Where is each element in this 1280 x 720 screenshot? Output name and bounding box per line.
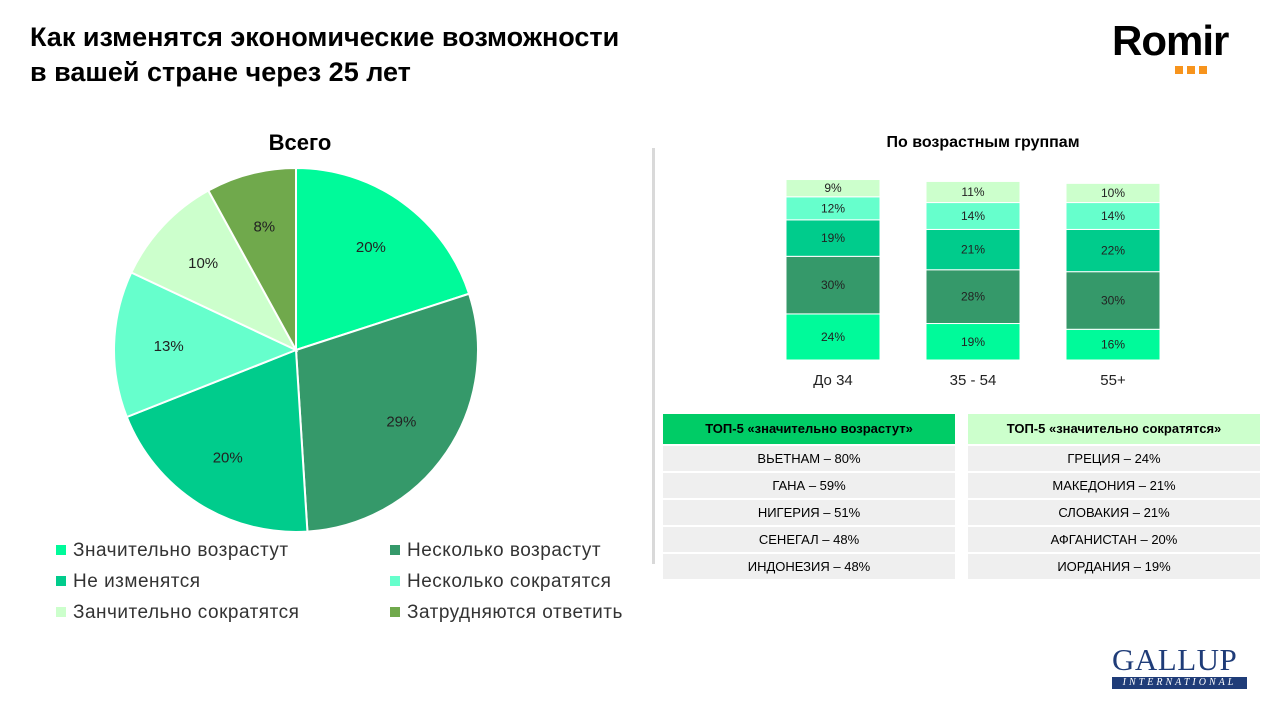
category-label: 55+ bbox=[1100, 372, 1126, 389]
legend-swatch bbox=[390, 545, 400, 555]
table-row: СЛОВАКИЯ – 21% bbox=[968, 500, 1260, 525]
romir-logo: Romir bbox=[1112, 18, 1252, 74]
page-title: Как изменятся экономические возможности … bbox=[30, 20, 730, 90]
pie-slice bbox=[294, 292, 479, 533]
top5-increase-table: ТОП-5 «значительно возрастут» ВЬЕТНАМ – … bbox=[663, 414, 955, 579]
pie-slice bbox=[295, 166, 471, 352]
pie-chart-title: Всего bbox=[268, 130, 332, 155]
bar-data-label: 28% bbox=[961, 290, 985, 304]
bar-data-label: 30% bbox=[821, 278, 845, 292]
top5-decrease-header: ТОП-5 «значительно сократятся» bbox=[968, 414, 1260, 444]
category-label: 35 - 54 bbox=[950, 372, 997, 389]
table-row: НИГЕРИЯ – 51% bbox=[663, 500, 955, 525]
bar-segment bbox=[785, 179, 881, 198]
bar-segment bbox=[785, 255, 881, 315]
bar-segment bbox=[785, 313, 881, 361]
bar-data-label: 9% bbox=[824, 181, 842, 195]
legend-item-some-decrease: Несколько сократятся bbox=[390, 571, 611, 593]
romir-logo-dots bbox=[1175, 61, 1211, 79]
legend-item-significant-decrease: Занчительно сократятся bbox=[56, 602, 299, 624]
category-label: До 34 bbox=[813, 372, 853, 389]
bar-segment bbox=[1065, 328, 1161, 361]
bar-segment bbox=[1065, 228, 1161, 273]
pie-data-label: 20% bbox=[213, 450, 243, 467]
bar-data-label: 10% bbox=[1101, 186, 1125, 200]
gallup-logo: GALLUP INTERNATIONAL bbox=[1112, 642, 1247, 689]
bar-segment bbox=[1065, 271, 1161, 330]
divider bbox=[652, 148, 655, 564]
table-row: АФГАНИСТАН – 20% bbox=[968, 527, 1260, 552]
table-row: ИОРДАНИЯ – 19% bbox=[968, 554, 1260, 579]
pie-data-label: 10% bbox=[188, 255, 218, 272]
table-row: ГАНА – 59% bbox=[663, 473, 955, 498]
table-row: СЕНЕГАЛ – 48% bbox=[663, 527, 955, 552]
bar-segment bbox=[925, 180, 1021, 204]
gallup-logo-subtitle: INTERNATIONAL bbox=[1112, 677, 1247, 689]
bar-segment bbox=[925, 323, 1021, 361]
top5-decrease-table: ТОП-5 «значительно сократятся» ГРЕЦИЯ – … bbox=[968, 414, 1260, 579]
romir-logo-text: Romir bbox=[1112, 17, 1229, 64]
legend-swatch bbox=[390, 576, 400, 586]
legend-item-significant-increase: Значительно возрастут bbox=[56, 540, 289, 562]
bar-segment bbox=[785, 219, 881, 257]
table-row: МАКЕДОНИЯ – 21% bbox=[968, 473, 1260, 498]
bar-data-label: 22% bbox=[1101, 244, 1125, 258]
table-row: ИНДОНЕЗИЯ – 48% bbox=[663, 554, 955, 579]
pie-data-label: 20% bbox=[356, 239, 386, 256]
bar-segment bbox=[925, 269, 1021, 325]
bar-data-label: 30% bbox=[1101, 293, 1125, 307]
legend-item-some-increase: Несколько возрастут bbox=[390, 540, 601, 562]
legend-item-hard-to-say: Затрудняются ответить bbox=[390, 602, 623, 624]
legend-swatch bbox=[390, 607, 400, 617]
pie-data-label: 8% bbox=[253, 219, 275, 236]
gallup-logo-text: GALLUP bbox=[1112, 642, 1238, 677]
bar-data-label: 16% bbox=[1101, 338, 1125, 352]
bar-data-label: 24% bbox=[821, 330, 845, 344]
legend-swatch bbox=[56, 545, 66, 555]
bar-data-label: 11% bbox=[961, 185, 984, 199]
age-chart-title: По возрастным группам bbox=[886, 134, 1080, 151]
bar-segment bbox=[925, 228, 1021, 271]
bar-data-label: 19% bbox=[961, 335, 985, 349]
bar-data-label: 19% bbox=[821, 231, 845, 245]
pie-slice bbox=[129, 189, 299, 353]
pie-slice bbox=[113, 271, 299, 419]
pie-data-label: 13% bbox=[154, 338, 184, 355]
pie-slice bbox=[206, 166, 297, 351]
bar-data-label: 21% bbox=[961, 243, 985, 257]
table-row: ВЬЕТНАМ – 80% bbox=[663, 446, 955, 471]
pie-data-label: 29% bbox=[386, 414, 416, 431]
legend-swatch bbox=[56, 576, 66, 586]
bar-segment bbox=[925, 202, 1021, 230]
title-line-1: Как изменятся экономические возможности bbox=[30, 22, 620, 52]
table-row: ГРЕЦИЯ – 24% bbox=[968, 446, 1260, 471]
bar-data-label: 14% bbox=[1101, 209, 1125, 223]
pie-slice bbox=[125, 348, 309, 533]
bar-segment bbox=[1065, 202, 1161, 230]
title-line-2: в вашей стране через 25 лет bbox=[30, 57, 411, 87]
bar-segment bbox=[1065, 182, 1161, 204]
bar-data-label: 14% bbox=[961, 209, 985, 223]
bar-data-label: 12% bbox=[821, 201, 845, 215]
top5-increase-header: ТОП-5 «значительно возрастут» bbox=[663, 414, 955, 444]
legend-item-no-change: Не изменятся bbox=[56, 571, 201, 593]
legend-swatch bbox=[56, 607, 66, 617]
